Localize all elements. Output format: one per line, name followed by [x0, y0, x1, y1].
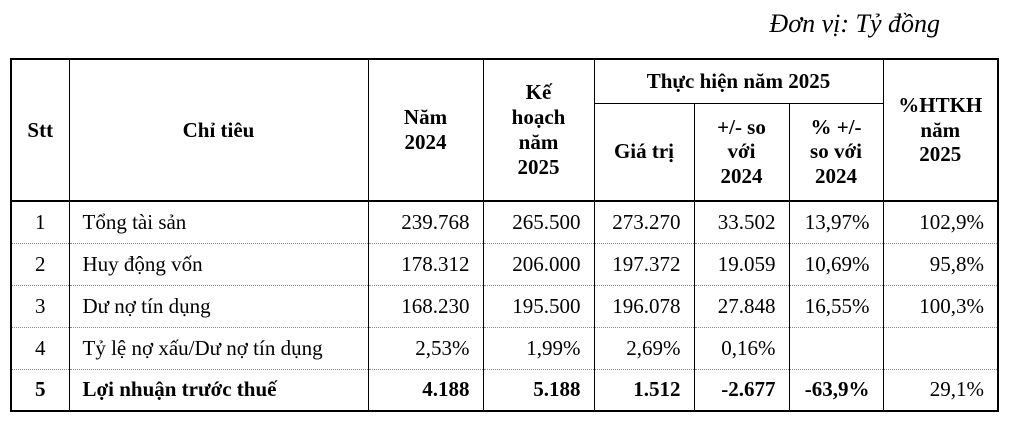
cell-stt: 2: [10, 242, 70, 285]
table-row: 1 Tổng tài sản 239.768 265.500 273.270 3…: [10, 200, 999, 243]
cell-chi-tieu: Tỷ lệ nợ xấu/Dư nợ tín dụng: [68, 326, 369, 369]
cell-stt: 3: [10, 284, 70, 327]
cell-pct-delta: 10,69%: [788, 242, 884, 285]
cell-gia-tri: 1.512: [593, 368, 695, 411]
cell-chi-tieu: Lợi nhuận trước thuế: [68, 368, 369, 411]
cell-delta: 33.502: [693, 200, 790, 243]
col-header-stt: Stt: [10, 59, 70, 201]
table-row-total: 5 Lợi nhuận trước thuế 4.188 5.188 1.512…: [10, 368, 999, 411]
cell-nam-2024: 239.768: [367, 200, 484, 243]
col-header-thuc-hien: Thực hiện năm 2025: [593, 59, 884, 104]
cell-htkh: 95,8%: [882, 242, 999, 285]
col-header-gia-tri: Giá trị: [593, 103, 695, 201]
financial-results-table: Stt Chỉ tiêu Năm 2024 Kế hoạch năm 2025 …: [10, 58, 999, 412]
cell-ke-hoach: 265.500: [482, 200, 595, 243]
cell-chi-tieu: Dư nợ tín dụng: [68, 284, 369, 327]
cell-htkh: [882, 326, 999, 369]
cell-gia-tri: 2,69%: [593, 326, 695, 369]
cell-ke-hoach: 206.000: [482, 242, 595, 285]
cell-delta: 0,16%: [693, 326, 790, 369]
col-header-pct-delta-2024: % +/- so với 2024: [788, 103, 884, 201]
cell-pct-delta: -63,9%: [788, 368, 884, 411]
col-header-htkh: %HTKH năm 2025: [882, 59, 999, 201]
cell-htkh: 100,3%: [882, 284, 999, 327]
col-header-ke-hoach: Kế hoạch năm 2025: [482, 59, 595, 201]
table-header: Stt Chỉ tiêu Năm 2024 Kế hoạch năm 2025 …: [10, 59, 999, 201]
cell-ke-hoach: 195.500: [482, 284, 595, 327]
unit-label: Đơn vị: Tỷ đồng: [769, 9, 940, 38]
cell-delta: -2.677: [693, 368, 790, 411]
table-body: 1 Tổng tài sản 239.768 265.500 273.270 3…: [10, 200, 999, 411]
cell-ke-hoach: 1,99%: [482, 326, 595, 369]
cell-nam-2024: 178.312: [367, 242, 484, 285]
cell-stt: 5: [10, 368, 70, 411]
cell-nam-2024: 168.230: [367, 284, 484, 327]
cell-pct-delta: [788, 326, 884, 369]
cell-pct-delta: 13,97%: [788, 200, 884, 243]
table-row: 2 Huy động vốn 178.312 206.000 197.372 1…: [10, 242, 999, 285]
cell-gia-tri: 273.270: [593, 200, 695, 243]
header-row-sub: Giá trị +/- so với 2024 % +/- so với 202…: [11, 103, 998, 201]
cell-stt: 4: [10, 326, 70, 369]
header-row-group: Stt Chỉ tiêu Năm 2024 Kế hoạch năm 2025 …: [10, 59, 999, 201]
cell-chi-tieu: Tổng tài sản: [68, 200, 369, 243]
col-header-chi-tieu: Chỉ tiêu: [68, 59, 369, 201]
col-header-delta-2024: +/- so với 2024: [693, 103, 790, 201]
cell-delta: 19.059: [693, 242, 790, 285]
table-row: 4 Tỷ lệ nợ xấu/Dư nợ tín dụng 2,53% 1,99…: [10, 326, 999, 369]
cell-pct-delta: 16,55%: [788, 284, 884, 327]
cell-gia-tri: 196.078: [593, 284, 695, 327]
col-header-nam-2024: Năm 2024: [367, 59, 484, 201]
cell-ke-hoach: 5.188: [482, 368, 595, 411]
cell-htkh: 29,1%: [882, 368, 999, 411]
table-row: 3 Dư nợ tín dụng 168.230 195.500 196.078…: [10, 284, 999, 327]
cell-stt: 1: [10, 200, 70, 243]
cell-delta: 27.848: [693, 284, 790, 327]
cell-nam-2024: 2,53%: [367, 326, 484, 369]
cell-htkh: 102,9%: [882, 200, 999, 243]
cell-chi-tieu: Huy động vốn: [68, 242, 369, 285]
cell-gia-tri: 197.372: [593, 242, 695, 285]
cell-nam-2024: 4.188: [367, 368, 484, 411]
